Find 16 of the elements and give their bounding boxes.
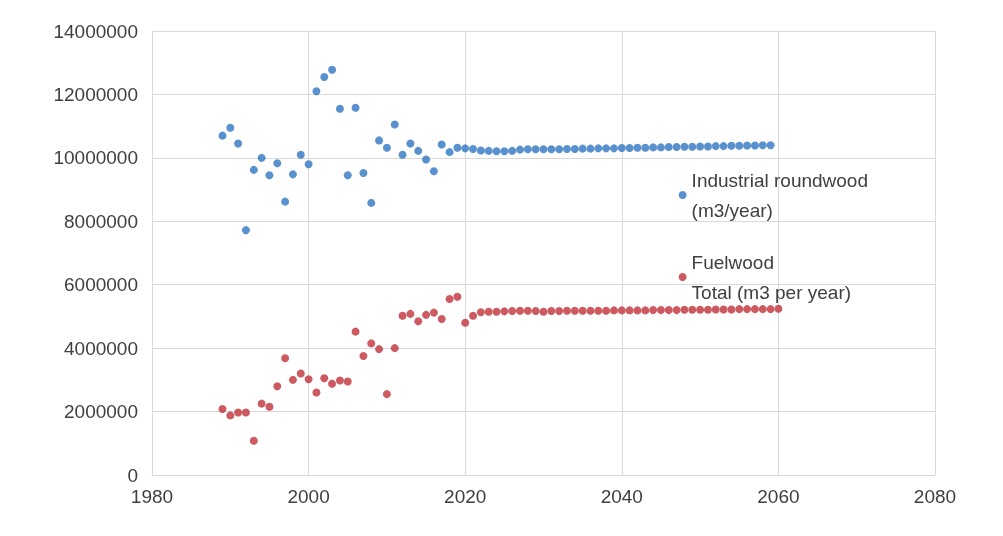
x-tick-label: 2000 <box>287 486 330 507</box>
x-tick-label: 2060 <box>757 486 800 507</box>
y-tick-label: 0 <box>127 464 138 486</box>
y-tick-label: 12000000 <box>53 83 138 105</box>
y-tick-label: 8000000 <box>64 210 138 232</box>
x-tick-label: 2080 <box>913 486 957 507</box>
x-tick-label: 1980 <box>130 486 174 507</box>
y-tick-label: 6000000 <box>64 274 138 296</box>
legend-label: Fuelwood Total (m3 per year) <box>691 251 852 303</box>
y-tick-label: 4000000 <box>64 337 138 359</box>
x-tick-label: 2040 <box>600 486 643 507</box>
x-tick-label: 2020 <box>444 486 487 507</box>
y-tick-label: 2000000 <box>64 401 138 423</box>
legend-label: Industrial roundwood (m3/year) <box>691 169 868 221</box>
y-tick-label: 10000000 <box>53 147 138 169</box>
y-tick-label: 14000000 <box>53 20 138 42</box>
